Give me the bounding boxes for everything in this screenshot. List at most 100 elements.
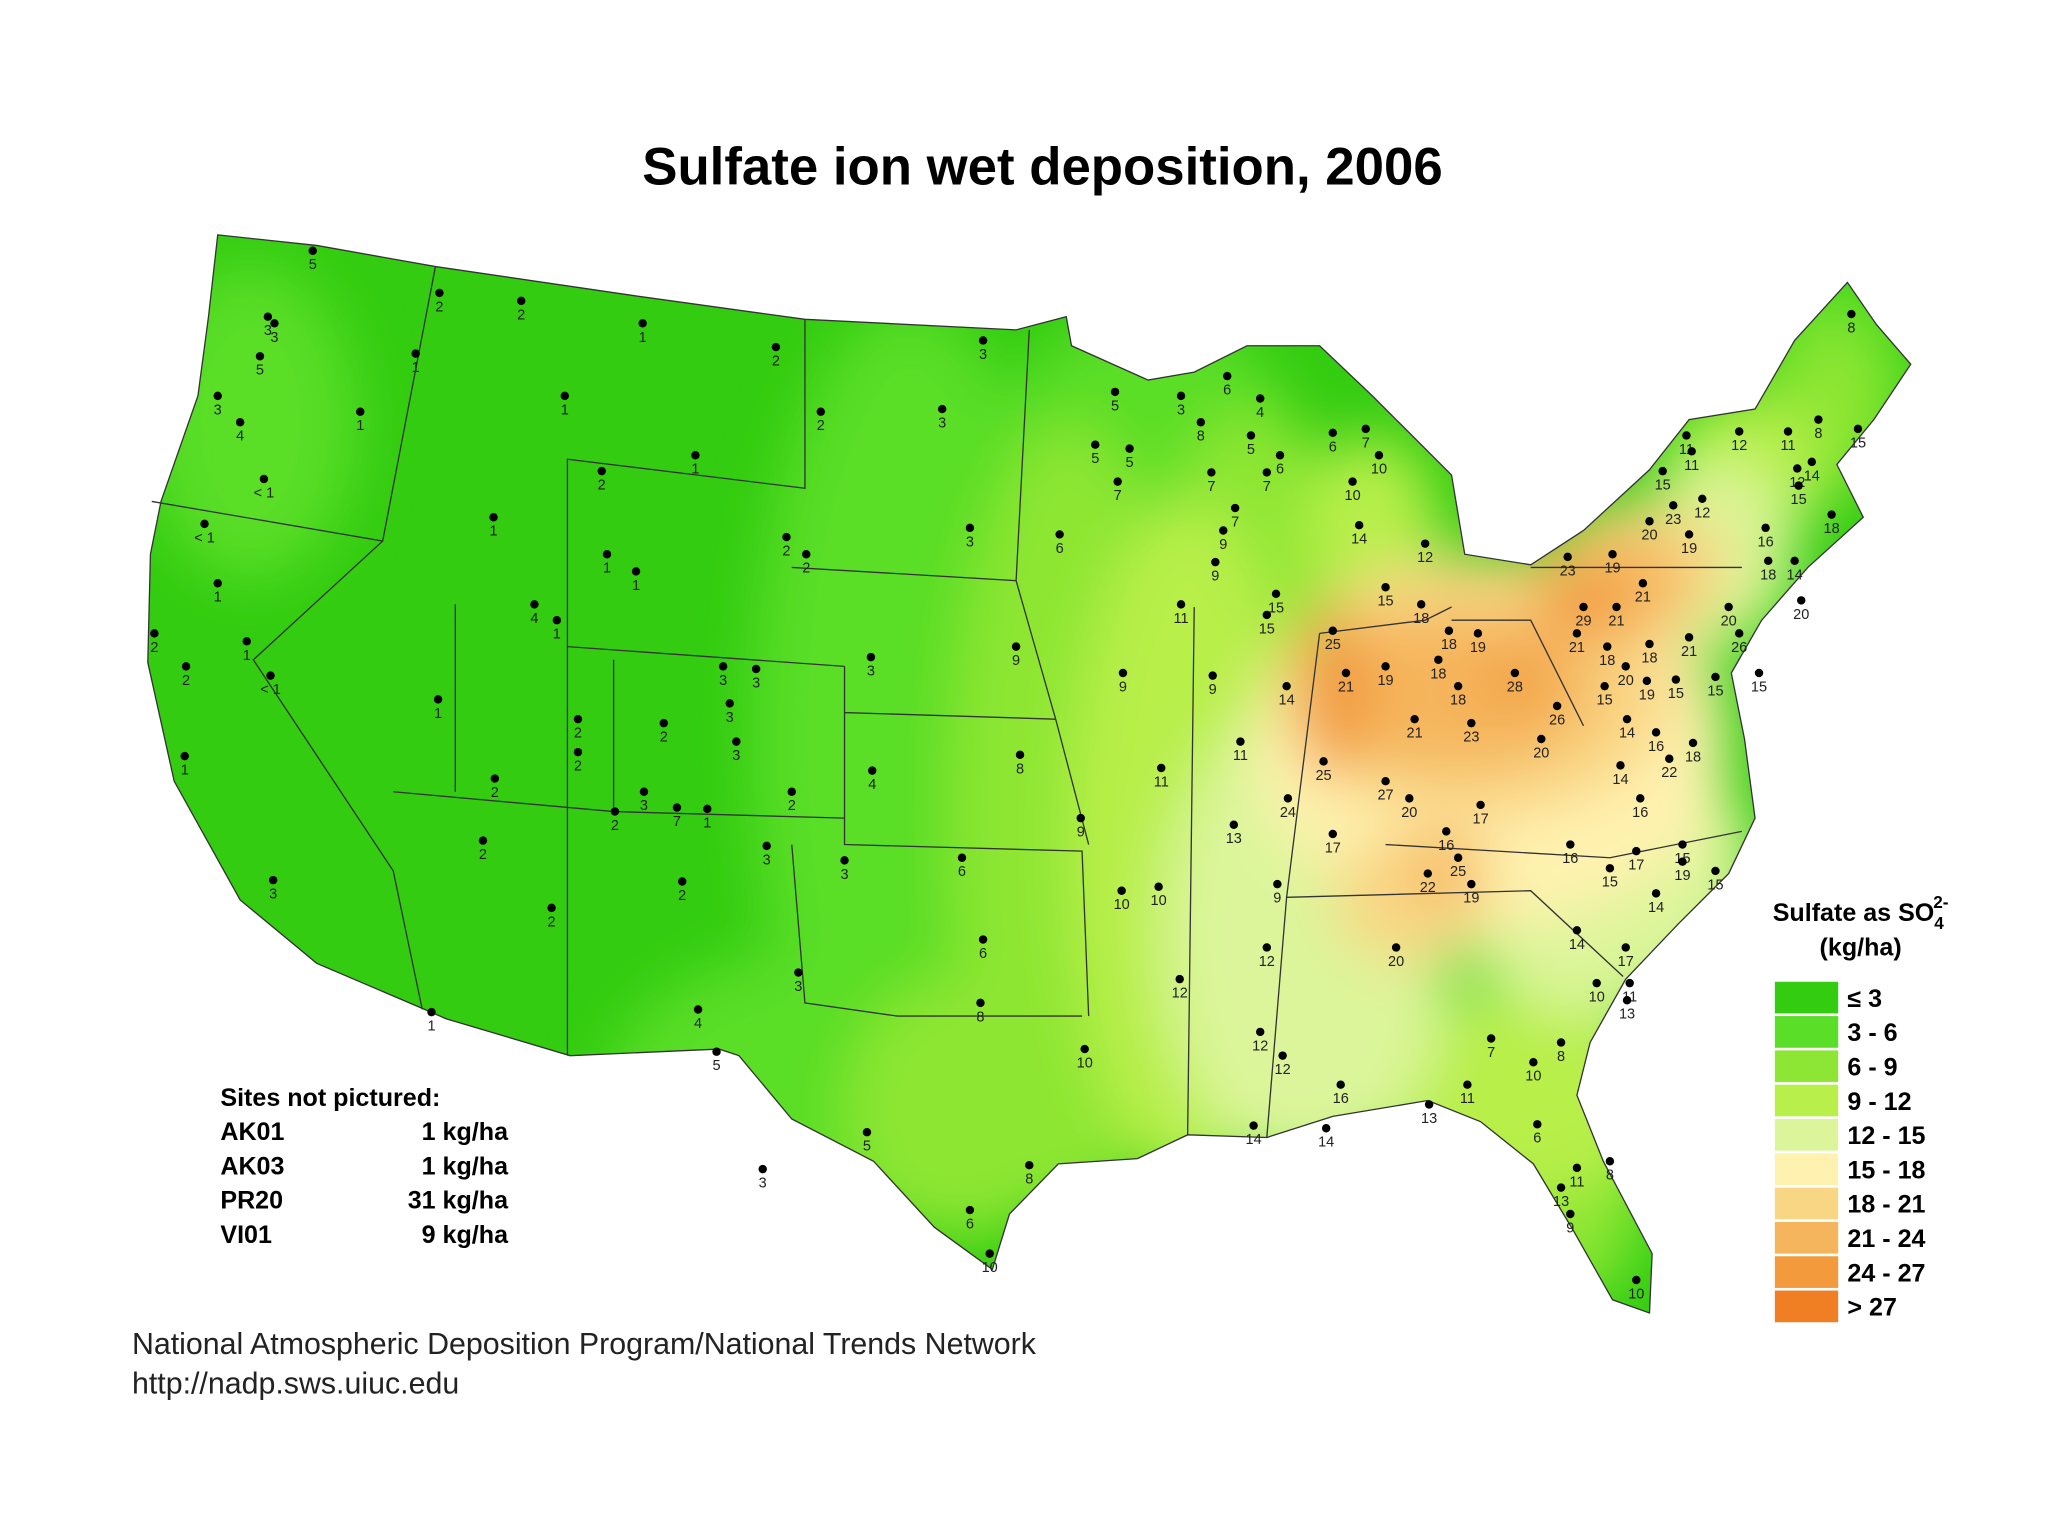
site-dot — [1592, 978, 1601, 988]
site-dot — [489, 513, 498, 522]
site-value: 4 — [530, 611, 538, 627]
site-dot — [1275, 451, 1285, 460]
site-dot — [1621, 662, 1630, 671]
site-dot — [1196, 418, 1206, 427]
site-value: 1 — [181, 763, 189, 779]
site-dot — [794, 968, 803, 977]
site-value: 6 — [958, 864, 966, 880]
site-value: 2 — [517, 307, 525, 323]
site-dot — [1125, 444, 1134, 453]
site-value: 21 — [1681, 644, 1697, 660]
site-dot — [1632, 1275, 1641, 1285]
site-value: 10 — [1628, 1286, 1644, 1302]
site-value: 9 — [1211, 569, 1219, 585]
site-dot — [1510, 668, 1520, 678]
legend: Sulfate as SO42- (kg/ha) ≤ 3 3 - 6 6 - 9 9 … — [1773, 892, 1949, 1323]
site-dot — [976, 998, 985, 1008]
site-value: 2 — [182, 673, 190, 689]
site-value: 3 — [732, 748, 740, 764]
site-dot — [1622, 714, 1632, 724]
site-dot — [965, 1205, 975, 1215]
site-dot — [1814, 415, 1823, 424]
site-dot — [1410, 714, 1419, 724]
site-dot — [1282, 681, 1291, 691]
site-dot — [560, 391, 570, 401]
legend-label: 9 - 12 — [1847, 1088, 1911, 1116]
site-dot — [610, 807, 620, 816]
site-dot — [1556, 1038, 1566, 1047]
site-dot — [978, 935, 988, 944]
site-dot — [725, 699, 734, 708]
site-dot — [433, 695, 443, 704]
site-value: 23 — [1463, 730, 1479, 746]
site-dot — [255, 352, 265, 361]
site-value: 11 — [1233, 748, 1248, 764]
site-value: 22 — [1661, 765, 1677, 781]
site-dot — [1486, 1034, 1496, 1043]
site-value: 17 — [1628, 858, 1644, 874]
site-dot — [1405, 794, 1414, 803]
site-dot — [1566, 1209, 1575, 1219]
site-value: 19 — [1639, 687, 1655, 703]
site-dot — [1175, 974, 1184, 984]
site-dot — [1764, 556, 1773, 566]
site-value: 4 — [694, 1016, 702, 1032]
site-dot — [1566, 840, 1575, 849]
site-value: 26 — [1549, 712, 1565, 728]
site-dot — [866, 652, 876, 662]
site-value: 8 — [976, 1009, 984, 1025]
site-value: 15 — [1377, 594, 1393, 610]
site-dot — [1563, 552, 1572, 562]
site-dot — [1055, 530, 1064, 539]
site-dot — [259, 474, 269, 484]
site-value: 20 — [1388, 954, 1404, 970]
site-dot — [1734, 629, 1744, 638]
site-value: 14 — [1787, 567, 1803, 583]
site-value: 29 — [1575, 613, 1591, 629]
site-value: 14 — [1351, 532, 1367, 548]
legend-swatch — [1774, 1084, 1839, 1117]
site-dot — [1711, 672, 1720, 682]
site-dot — [1208, 671, 1217, 680]
site-value: 4 — [868, 777, 876, 793]
site-dot — [1608, 550, 1617, 559]
site-value: 23 — [1665, 512, 1681, 528]
site-value: 16 — [1632, 805, 1648, 821]
site-dot — [270, 319, 279, 328]
site-value: 18 — [1413, 611, 1429, 627]
site-dot — [427, 1007, 436, 1017]
site-value: 2 — [788, 798, 796, 814]
site-dot — [1556, 1183, 1566, 1192]
site-value: 15 — [1707, 683, 1723, 699]
site-value: 3 — [759, 1176, 767, 1192]
site-value: 18 — [1441, 637, 1457, 653]
site-value: 3 — [966, 534, 974, 550]
legend-label: 24 - 27 — [1847, 1259, 1925, 1287]
site-dot — [1651, 889, 1661, 898]
site-dot — [1381, 582, 1390, 592]
site-value: 9 — [1209, 682, 1217, 698]
site-dot — [268, 875, 278, 885]
site-dot — [802, 550, 811, 559]
site-value: 15 — [1602, 875, 1618, 891]
site-dot — [1678, 857, 1687, 866]
site-value: 1 — [356, 418, 364, 434]
site-dot — [1336, 1080, 1345, 1089]
site-value: 6 — [1056, 541, 1064, 557]
site-dot — [1420, 539, 1430, 548]
site-value: 2 — [817, 418, 825, 434]
site-value: 15 — [1791, 492, 1807, 508]
site-value: 3 — [979, 347, 987, 363]
site-value: 15 — [1655, 478, 1671, 494]
site-value: 27 — [1377, 788, 1393, 804]
site-value: 15 — [1707, 877, 1723, 893]
site-dot — [213, 579, 222, 588]
site-dot — [1711, 866, 1720, 876]
site-dot — [1236, 737, 1245, 746]
site-value: 15 — [1850, 435, 1866, 451]
site-dot — [1790, 556, 1799, 566]
site-value: 8 — [1814, 426, 1822, 442]
site-value: 10 — [1151, 893, 1167, 909]
site-dot — [1025, 1160, 1034, 1170]
